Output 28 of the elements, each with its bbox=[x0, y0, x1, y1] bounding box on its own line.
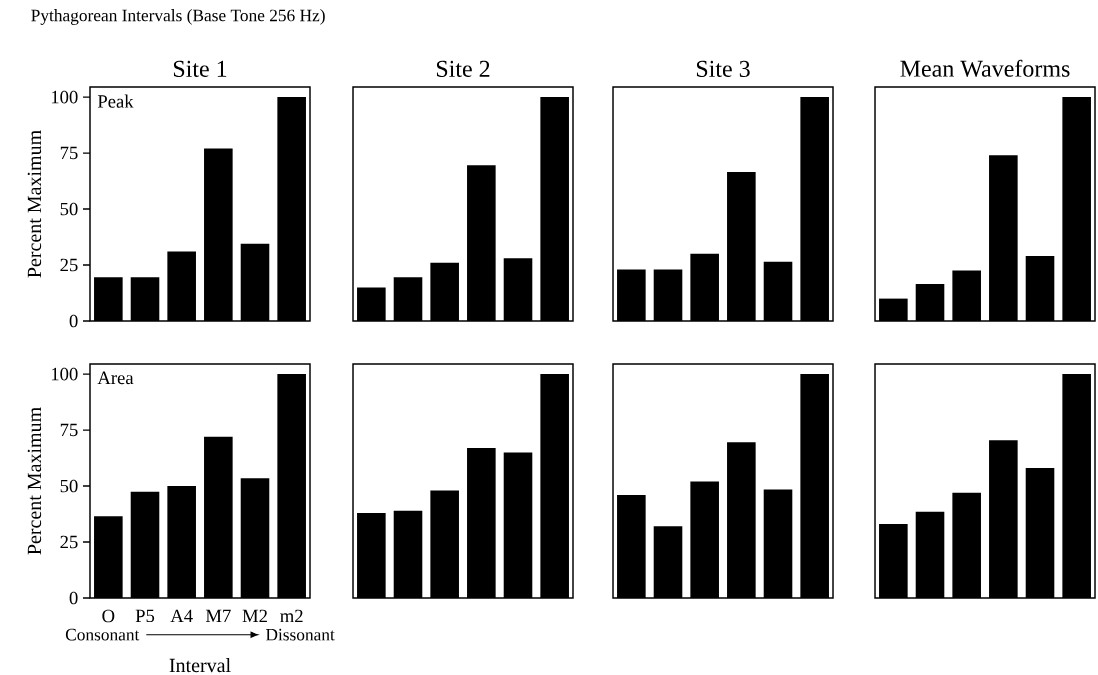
chart-title: Pythagorean Intervals (Base Tone 256 Hz) bbox=[31, 9, 325, 25]
x-tick-label: O bbox=[102, 609, 115, 623]
y-tick-label: 75 bbox=[60, 146, 78, 160]
y-tick-label: 0 bbox=[69, 314, 78, 328]
chart-title: Site 2 bbox=[436, 60, 490, 77]
y-tick-label: 50 bbox=[60, 479, 78, 493]
text: Dissonant bbox=[265, 628, 335, 641]
y-tick-label: 0 bbox=[69, 591, 78, 605]
y-tick-label: 75 bbox=[60, 423, 78, 437]
chart-subtitle: Site 1 bbox=[173, 60, 227, 77]
y-tick-label: 100 bbox=[51, 90, 78, 104]
y-tick-label: 25 bbox=[60, 258, 78, 272]
x-tick-label: M7 bbox=[205, 609, 231, 622]
y-tick-label: 100 bbox=[51, 367, 78, 381]
y-tick-label: 25 bbox=[60, 535, 78, 549]
y-axis-title: Percent Maximum bbox=[27, 130, 42, 278]
x-tick-label: m2 bbox=[280, 609, 303, 623]
chart-title: Site 3 bbox=[696, 60, 750, 77]
chart-title: Mean Waveforms bbox=[900, 59, 1070, 77]
y-tick-label: 50 bbox=[60, 202, 78, 216]
x-tick-label: P5 bbox=[135, 609, 155, 623]
text: Consonant bbox=[65, 628, 140, 641]
x-axis-title: Interval bbox=[169, 658, 231, 673]
annotation: Area bbox=[97, 371, 134, 385]
annotation: Peak bbox=[97, 94, 134, 108]
x-tick-label: A4 bbox=[170, 609, 193, 623]
x-tick-label: M2 bbox=[242, 609, 267, 623]
y-axis-title: Percent Maximum bbox=[27, 407, 42, 555]
